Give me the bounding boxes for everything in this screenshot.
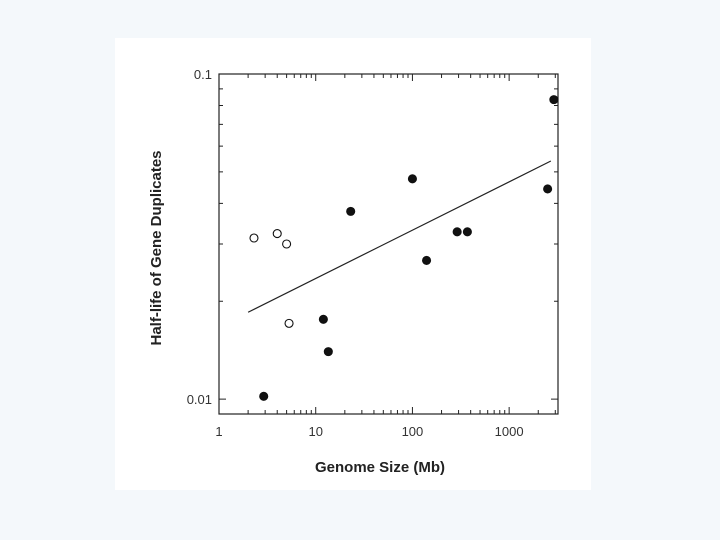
filled-data-point xyxy=(323,347,333,357)
data-marks xyxy=(247,95,559,401)
filled-data-point xyxy=(422,255,432,266)
filled-data-point xyxy=(407,174,417,184)
y-tick-label: 0.01 xyxy=(187,392,212,407)
filled-data-point xyxy=(462,227,472,237)
regression-line xyxy=(247,160,552,313)
y-tick-label: 0.1 xyxy=(194,67,212,82)
figure-panel: 1 10 100 1000 0.01 0.1 Genome Size (Mb) Half-… xyxy=(115,38,591,490)
x-tick-label: 1 xyxy=(215,424,222,439)
open-data-point xyxy=(282,239,292,249)
x-tick-label: 1000 xyxy=(495,424,524,439)
filled-data-point xyxy=(549,95,559,105)
open-data-point xyxy=(284,318,294,328)
axis-ticks xyxy=(218,73,558,415)
x-tick-label: 100 xyxy=(402,424,424,439)
scatter-chart: 1 10 100 1000 0.01 0.1 Genome Size (Mb) Half-… xyxy=(148,67,559,476)
plot-frame xyxy=(218,73,559,415)
open-data-point xyxy=(272,229,282,239)
plot-area xyxy=(218,73,559,415)
tick-labels: 1 10 100 1000 0.01 0.1 xyxy=(187,67,524,439)
filled-data-point xyxy=(318,314,328,324)
y-axis-title: Half-life of Gene Duplicates xyxy=(148,150,165,345)
filled-data-point xyxy=(543,184,553,194)
filled-data-point xyxy=(259,391,269,401)
open-data-point xyxy=(249,233,259,243)
filled-data-point xyxy=(452,227,462,237)
x-tick-label: 10 xyxy=(308,424,322,439)
x-axis-title: Genome Size (Mb) xyxy=(315,459,445,476)
filled-data-point xyxy=(346,206,356,216)
